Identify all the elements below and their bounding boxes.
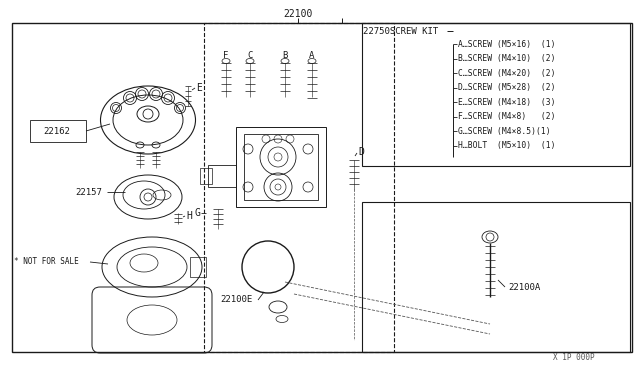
- Text: C: C: [247, 51, 253, 60]
- Bar: [362, 202, 630, 352]
- Bar: [236, 127, 326, 207]
- Bar: [200, 168, 212, 184]
- Text: 22100A: 22100A: [508, 282, 540, 292]
- Text: G: G: [194, 208, 200, 218]
- Text: F…SCREW (M4×8)   (2): F…SCREW (M4×8) (2): [458, 112, 556, 121]
- Text: 22100E: 22100E: [220, 295, 252, 305]
- Bar: [30, 120, 86, 142]
- Text: H…BOLT  (M5×10)  (1): H…BOLT (M5×10) (1): [458, 141, 556, 150]
- Text: 22162: 22162: [44, 126, 70, 135]
- Text: E…SCREW (M4×18)  (3): E…SCREW (M4×18) (3): [458, 97, 556, 106]
- Bar: [190, 257, 206, 277]
- Text: G…SCREW (M4×8.5)(1): G…SCREW (M4×8.5)(1): [458, 126, 550, 135]
- Text: B: B: [282, 51, 288, 60]
- Text: 22100: 22100: [284, 9, 313, 19]
- Text: 22750SCREW KIT: 22750SCREW KIT: [363, 26, 438, 35]
- Text: F: F: [223, 51, 228, 60]
- Bar: [208, 165, 236, 187]
- Text: D: D: [358, 147, 364, 157]
- Bar: [12, 23, 632, 352]
- Text: H: H: [186, 211, 192, 221]
- Text: * NOT FOR SALE: * NOT FOR SALE: [14, 257, 79, 266]
- Text: C…SCREW (M4×20)  (2): C…SCREW (M4×20) (2): [458, 68, 556, 77]
- Bar: [244, 134, 318, 200]
- Bar: [362, 23, 630, 166]
- Text: 22157: 22157: [75, 187, 102, 196]
- Bar: [204, 23, 394, 352]
- Text: A: A: [309, 51, 315, 60]
- Text: B…SCREW (M4×10)  (2): B…SCREW (M4×10) (2): [458, 54, 556, 63]
- Text: D…SCREW (M5×28)  (2): D…SCREW (M5×28) (2): [458, 83, 556, 92]
- Text: A…SCREW (M5×16)  (1): A…SCREW (M5×16) (1): [458, 39, 556, 48]
- Text: E: E: [196, 83, 202, 93]
- Text: X 1P 000P: X 1P 000P: [554, 353, 595, 362]
